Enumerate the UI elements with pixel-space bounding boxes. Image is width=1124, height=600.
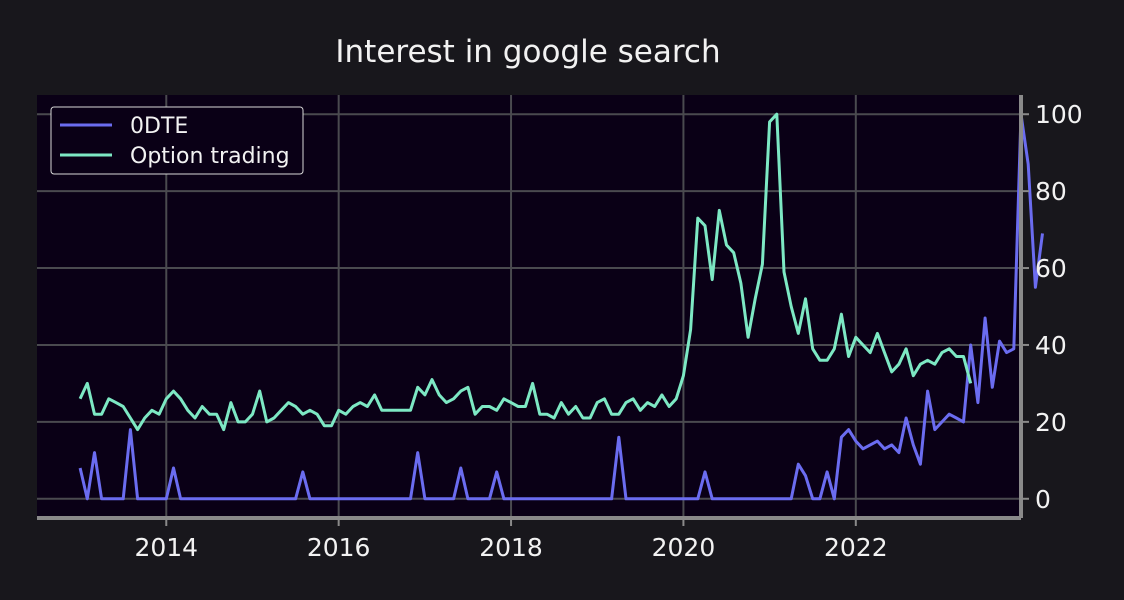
- legend-label-0dte: 0DTE: [130, 114, 188, 139]
- legend: 0DTE Option trading: [50, 106, 304, 175]
- x-axis-ticks: 2014 2016 2018 2020 2022: [134, 518, 888, 562]
- y-tick-label-20: 20: [1035, 408, 1067, 437]
- chart-title: Interest in google search: [335, 34, 720, 70]
- x-tick-label-2016: 2016: [307, 533, 371, 562]
- series-line-0dte: [78, 112, 1044, 501]
- y-tick-label-60: 60: [1035, 254, 1067, 283]
- series-layer: [78, 112, 1044, 501]
- y-axis-ticks: 0 20 40 60 80 100: [1021, 100, 1083, 514]
- x-tick-label-2022: 2022: [824, 533, 888, 562]
- y-tick-label-100: 100: [1035, 100, 1083, 129]
- y-tick-label-0: 0: [1035, 485, 1051, 514]
- series-line-option-trading: [78, 112, 973, 432]
- y-tick-label-40: 40: [1035, 331, 1067, 360]
- y-tick-label-80: 80: [1035, 177, 1067, 206]
- x-tick-label-2014: 2014: [134, 533, 198, 562]
- x-tick-label-2020: 2020: [652, 533, 716, 562]
- legend-box: [50, 106, 304, 175]
- legend-label-option-trading: Option trading: [130, 144, 290, 169]
- x-tick-label-2018: 2018: [479, 533, 543, 562]
